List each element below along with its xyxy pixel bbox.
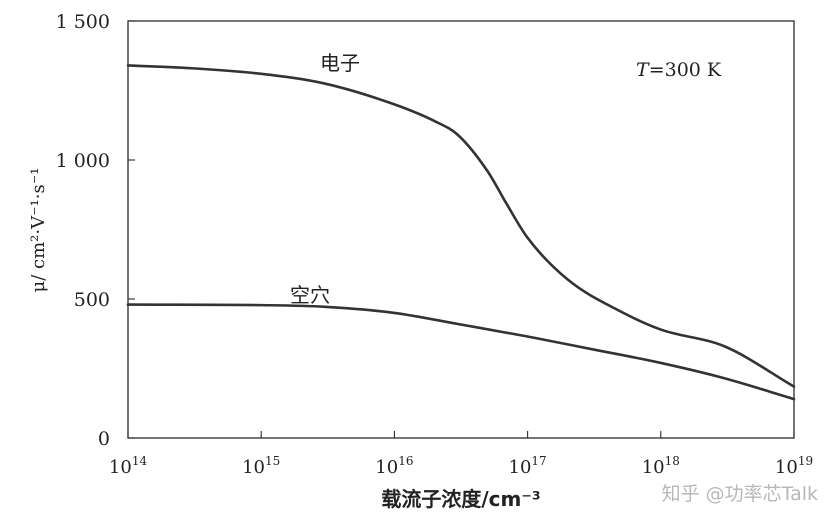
x-tick-base: 10 bbox=[109, 457, 132, 478]
temperature-symbol: T bbox=[636, 59, 650, 81]
temperature-annotation: T=300 K bbox=[636, 59, 722, 81]
x-tick-label: 1019 bbox=[775, 454, 813, 478]
y-tick-label: 1 000 bbox=[56, 150, 110, 172]
x-axis-label: 载流子浓度/cm⁻³ bbox=[381, 487, 540, 511]
x-tick-label: 1018 bbox=[642, 454, 680, 478]
x-tick-exponent: 19 bbox=[798, 454, 813, 468]
x-tick-exponent: 16 bbox=[398, 454, 413, 468]
x-tick-exponent: 18 bbox=[665, 454, 680, 468]
y-tick-label: 0 bbox=[98, 428, 110, 450]
x-tick-label: 1016 bbox=[375, 454, 413, 478]
series-label-hole: 空穴 bbox=[290, 283, 330, 307]
electron-mobility-line bbox=[126, 64, 796, 388]
y-tick-label: 500 bbox=[74, 289, 110, 311]
watermark: 知乎 @功率芯Talk bbox=[662, 483, 818, 505]
x-tick-base: 10 bbox=[375, 457, 398, 478]
y-ticks: 0 500 1 000 1 500 bbox=[56, 11, 135, 450]
series-lines bbox=[126, 64, 796, 401]
x-tick-base: 10 bbox=[775, 457, 798, 478]
y-axis-label: μ/ cm²·V⁻¹·s⁻¹ bbox=[28, 168, 49, 293]
x-tick-base: 10 bbox=[642, 457, 665, 478]
x-tick-label: 1017 bbox=[509, 454, 547, 478]
x-ticks: 1014 1015 1016 1017 1018 1019 bbox=[109, 431, 813, 478]
x-tick-exponent: 17 bbox=[531, 454, 546, 468]
x-tick-label: 1014 bbox=[109, 454, 148, 478]
x-tick-base: 10 bbox=[242, 457, 265, 478]
x-tick-label: 1015 bbox=[242, 454, 280, 478]
plot-frame bbox=[127, 20, 795, 439]
hole-mobility-line bbox=[126, 303, 796, 401]
x-tick-base: 10 bbox=[509, 457, 532, 478]
series-label-electron: 电子 bbox=[320, 51, 360, 75]
x-tick-exponent: 14 bbox=[132, 454, 148, 468]
y-tick-label: 1 500 bbox=[56, 11, 110, 33]
x-tick-exponent: 15 bbox=[265, 454, 280, 468]
temperature-value: =300 K bbox=[649, 59, 722, 81]
